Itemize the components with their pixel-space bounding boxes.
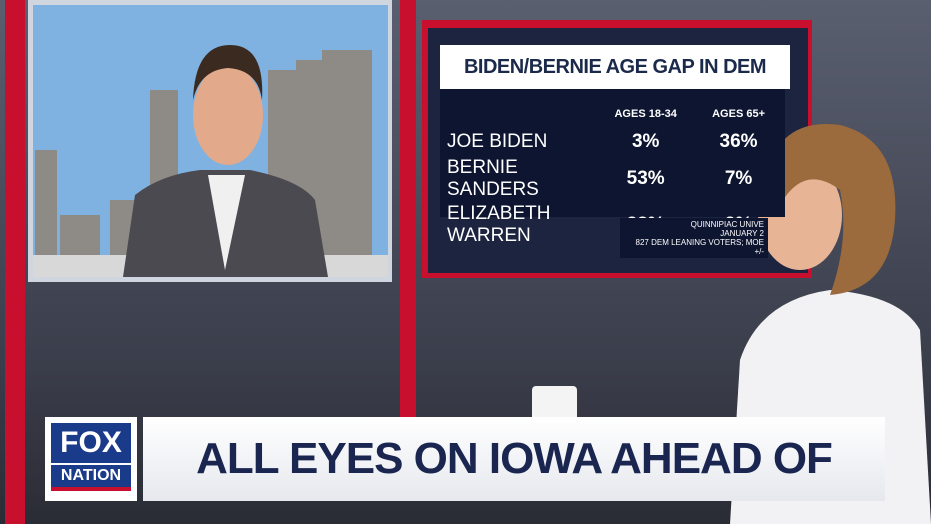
cell: 3%	[631, 130, 660, 152]
mug	[532, 386, 577, 426]
logo-text: NATION	[51, 465, 131, 491]
hair	[193, 45, 263, 100]
presenter-face	[193, 65, 263, 165]
source-line: JANUARY 2	[720, 229, 764, 238]
red-pillar	[400, 0, 416, 420]
network-logo: FOX NATION	[45, 417, 137, 501]
column-header: AGES 65+	[712, 108, 765, 120]
red-pillar	[5, 0, 25, 524]
cell: 53%	[626, 168, 665, 189]
row-label: ELIZABETH WARREN	[447, 203, 551, 246]
shirt	[208, 175, 245, 270]
host-hair	[760, 123, 896, 295]
column-header: AGES 18-34	[614, 108, 677, 120]
row-label: JOE BIDEN	[447, 130, 548, 152]
graphic-title: BIDEN/BERNIE AGE GAP IN DEM PARTY	[440, 45, 790, 122]
row-label: BERNIE SANDERS	[447, 157, 539, 200]
headline: ALL EYES ON IOWA AHEAD OF CAUCUSES	[143, 417, 885, 524]
cell: 7%	[724, 168, 753, 189]
cell: 36%	[719, 130, 758, 152]
source-line: 827 DEM LEANING VOTERS; MOE +/-	[635, 238, 764, 256]
logo-text: FOX	[51, 423, 131, 463]
source-line: QUINNIPIAC UNIVE	[690, 220, 764, 229]
poll-table: AGES 18-34 AGES 65+ JOE BIDEN 3% 36% BERNIE…	[440, 89, 785, 246]
source-note: QUINNIPIAC UNIVE JANUARY 2 827 DEM LEANI…	[620, 218, 768, 258]
